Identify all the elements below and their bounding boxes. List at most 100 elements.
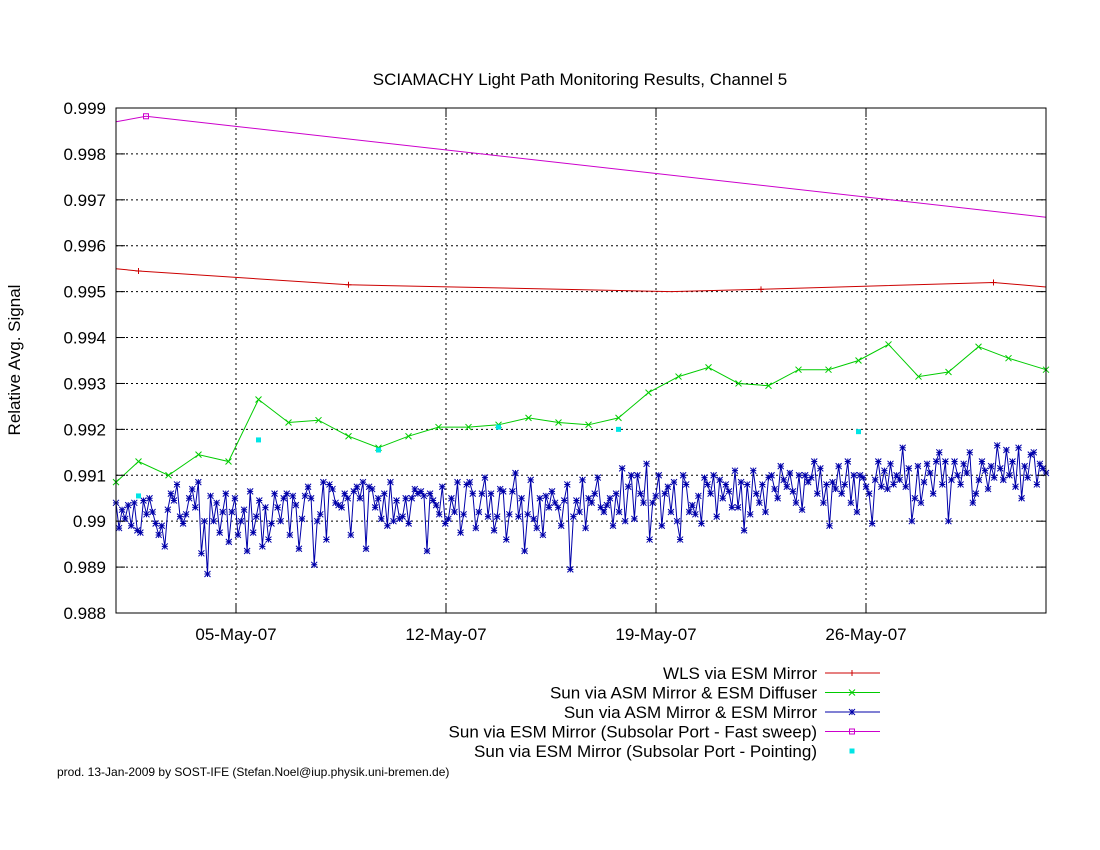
data-point-marker	[911, 494, 919, 502]
data-point-marker	[432, 501, 440, 509]
data-point-marker	[884, 485, 891, 493]
y-tick-label: 0.997	[63, 191, 106, 210]
data-point-marker	[315, 416, 322, 424]
data-point-marker	[756, 499, 763, 507]
data-point-marker	[798, 506, 806, 514]
data-point-marker	[298, 515, 306, 523]
data-point-marker	[143, 510, 150, 518]
data-point-marker	[634, 471, 641, 479]
data-point-marker	[795, 471, 803, 479]
data-point-marker	[960, 460, 968, 468]
data-point-marker	[280, 494, 288, 502]
data-point-marker	[133, 527, 141, 534]
data-point-marker	[978, 458, 986, 465]
data-point-marker	[627, 471, 635, 479]
data-point-marker	[579, 476, 586, 484]
data-point-marker	[493, 513, 501, 520]
data-point-marker	[810, 458, 818, 465]
y-tick-label: 0.99	[73, 512, 106, 531]
data-point-marker	[146, 494, 153, 502]
data-point-marker	[670, 478, 678, 486]
data-point-marker	[555, 419, 562, 426]
data-point-marker	[411, 485, 419, 493]
data-point-marker	[149, 508, 156, 516]
data-point-marker	[615, 508, 623, 516]
data-point-marker	[518, 494, 525, 502]
data-point-marker	[749, 467, 757, 475]
data-point-marker	[658, 522, 666, 530]
data-point-marker	[265, 536, 272, 543]
data-point-marker	[390, 517, 397, 525]
data-point-marker	[1036, 460, 1044, 468]
data-point-marker	[926, 469, 934, 477]
data-point-marker	[969, 499, 977, 507]
data-point-marker	[914, 462, 922, 470]
data-point-marker	[603, 501, 611, 509]
data-point-marker	[1027, 451, 1035, 458]
data-point-marker	[759, 481, 766, 488]
data-point-marker	[460, 510, 467, 518]
data-point-marker	[332, 499, 339, 507]
data-point-marker	[765, 382, 772, 390]
data-point-marker	[646, 536, 653, 543]
data-point-marker	[685, 508, 693, 516]
data-point-marker	[243, 547, 251, 555]
data-point-marker	[335, 501, 342, 509]
y-tick-label: 0.991	[63, 466, 106, 485]
data-point-marker	[893, 471, 900, 479]
data-point-marker	[295, 545, 303, 553]
data-point-marker	[161, 543, 169, 550]
data-point-marker	[207, 492, 214, 500]
data-point-marker	[874, 458, 882, 465]
data-point-marker	[844, 458, 852, 465]
series-1	[115, 267, 1047, 293]
data-point-marker	[481, 474, 489, 481]
data-point-marker	[176, 513, 184, 520]
data-series	[112, 113, 1050, 578]
data-point-marker	[731, 467, 739, 475]
data-point-marker	[832, 485, 839, 493]
data-point-marker	[890, 481, 897, 488]
data-point-marker	[527, 476, 535, 484]
data-point-marker	[975, 476, 983, 484]
data-point-marker	[868, 520, 876, 527]
data-point-marker	[850, 471, 858, 479]
data-point-marker	[862, 483, 870, 491]
data-point-marker	[841, 481, 849, 488]
data-point-marker	[188, 485, 196, 493]
data-point-marker	[435, 423, 442, 431]
data-point-marker	[533, 524, 541, 532]
data-point-marker	[289, 492, 297, 500]
data-point-marker	[929, 490, 937, 497]
data-point-marker	[240, 506, 248, 514]
legend-entry: Sun via ESM Mirror (Subsolar Port - Poin…	[474, 742, 855, 761]
data-point-marker	[490, 527, 498, 534]
data-point-marker	[353, 483, 361, 491]
data-point-marker	[719, 494, 727, 502]
data-point-marker	[600, 508, 608, 516]
data-point-marker	[722, 481, 730, 488]
data-point-marker	[554, 504, 562, 511]
data-point-marker	[1012, 483, 1019, 491]
legend-label: Sun via ASM Mirror & ESM Diffuser	[550, 684, 817, 703]
data-point-marker	[777, 462, 785, 470]
data-point-marker	[182, 510, 190, 518]
data-point-marker	[975, 343, 982, 351]
legend-entry: WLS via ESM Mirror	[663, 664, 880, 683]
data-point-marker	[219, 508, 227, 516]
data-point-marker	[316, 510, 324, 518]
data-point-marker	[576, 508, 583, 516]
data-point-marker	[606, 494, 614, 502]
data-point-marker	[313, 517, 321, 525]
data-point-marker	[435, 510, 443, 518]
series-2	[112, 341, 1050, 486]
data-point-marker	[885, 341, 892, 348]
data-point-marker	[1005, 354, 1012, 362]
data-point-marker	[356, 494, 364, 502]
data-point-marker	[237, 517, 245, 525]
data-point-marker	[631, 515, 638, 523]
data-point-marker	[1018, 494, 1025, 502]
data-point-marker	[301, 492, 309, 500]
data-point-marker	[698, 520, 705, 527]
